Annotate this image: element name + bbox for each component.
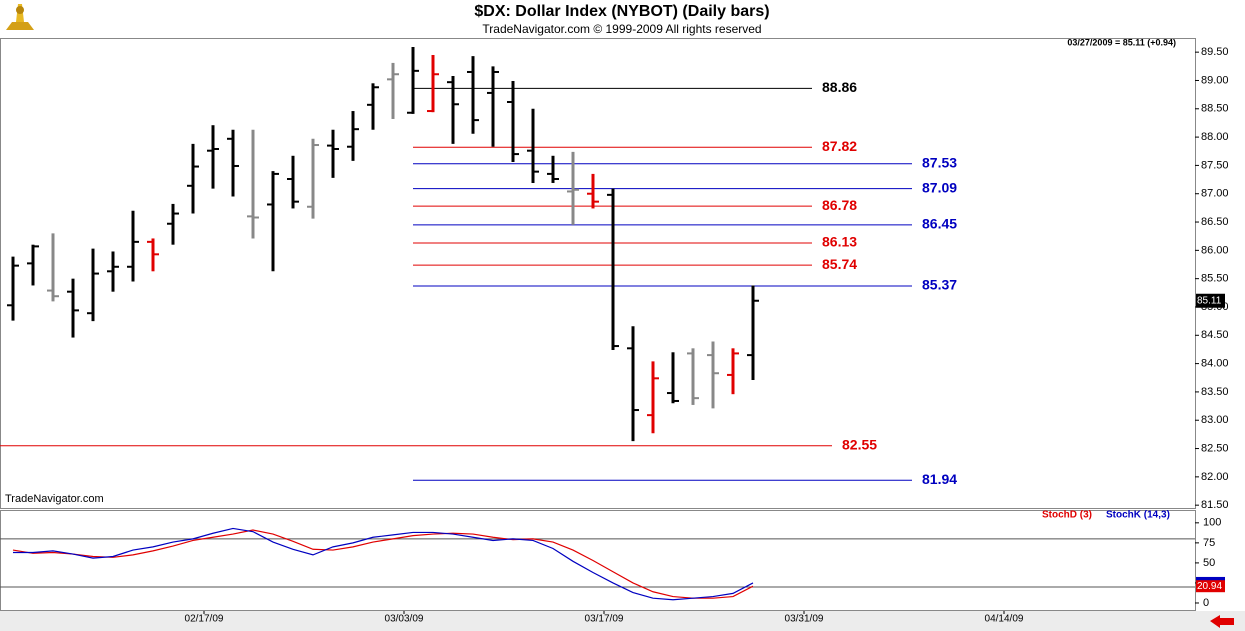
quote: 03/27/2009 = 85.11 (+0.94) — [1067, 37, 1176, 47]
level-label: 81.94 — [922, 471, 957, 487]
y-tick-label: 83.50 — [1201, 386, 1229, 398]
watermark: TradeNavigator.com — [5, 493, 104, 505]
y-tick-label: 84.50 — [1201, 329, 1229, 341]
level-label: 86.13 — [822, 234, 857, 250]
legend-label: StochD (3) — [1042, 510, 1092, 521]
chart-title: $DX: Dollar Index (NYBOT) (Daily bars) — [474, 3, 769, 20]
y-tick-label: 86.00 — [1201, 244, 1229, 256]
value-box-label: 20.94 — [1197, 581, 1222, 592]
y-tick-label: 85.50 — [1201, 273, 1229, 285]
value-box — [1196, 580, 1225, 593]
nav-arrow[interactable] — [1207, 614, 1237, 629]
y-tick-label: 87.00 — [1201, 188, 1229, 200]
price-panel — [0, 38, 1196, 509]
chart-subtitle: TradeNavigator.com © 1999-2009 All right… — [482, 22, 761, 36]
y-tick-label: 87.50 — [1201, 159, 1229, 171]
price-box-label: 85.11 — [1197, 295, 1222, 306]
y-tick-label: 81.50 — [1201, 499, 1229, 511]
x-tick-label: 03/17/09 — [585, 614, 624, 625]
level-label: 88.86 — [822, 79, 857, 95]
level-label: 85.74 — [822, 256, 857, 272]
y-tick-label: 86.50 — [1201, 216, 1229, 228]
y-tick-label: 75 — [1203, 537, 1215, 549]
logo — [6, 4, 34, 30]
y-tick-label: 83.00 — [1201, 414, 1229, 426]
level-label: 86.45 — [922, 216, 957, 232]
y-tick-label: 89.00 — [1201, 74, 1229, 86]
x-tick-label: 03/31/09 — [785, 614, 824, 625]
y-tick-label: 82.50 — [1201, 442, 1229, 454]
y-tick-label: 0 — [1203, 597, 1209, 609]
y-tick-label: 82.00 — [1201, 471, 1229, 483]
stoch-line — [13, 527, 754, 601]
level-label: 85.37 — [922, 277, 957, 293]
x-tick-label: 02/17/09 — [185, 614, 224, 625]
y-tick-label: 88.50 — [1201, 103, 1229, 115]
level-label: 87.82 — [822, 138, 857, 154]
y-tick-label: 100 — [1203, 517, 1221, 529]
y-tick-label: 89.50 — [1201, 46, 1229, 58]
x-tick-label: 04/14/09 — [985, 614, 1024, 625]
level-label: 87.09 — [922, 179, 957, 195]
y-tick-label: 50 — [1203, 557, 1215, 569]
y-tick-label: 84.00 — [1201, 358, 1229, 370]
y-tick-label: 88.00 — [1201, 131, 1229, 143]
stoch-panel — [0, 510, 1196, 611]
stoch-line — [12, 529, 754, 599]
x-axis-strip — [0, 611, 1245, 631]
level-label: 87.53 — [922, 154, 957, 170]
legend-label: StochK (14,3) — [1106, 510, 1170, 521]
level-label: 82.55 — [842, 436, 877, 452]
price-box — [1196, 293, 1225, 308]
x-tick-label: 03/03/09 — [385, 614, 424, 625]
level-label: 86.78 — [822, 197, 857, 213]
